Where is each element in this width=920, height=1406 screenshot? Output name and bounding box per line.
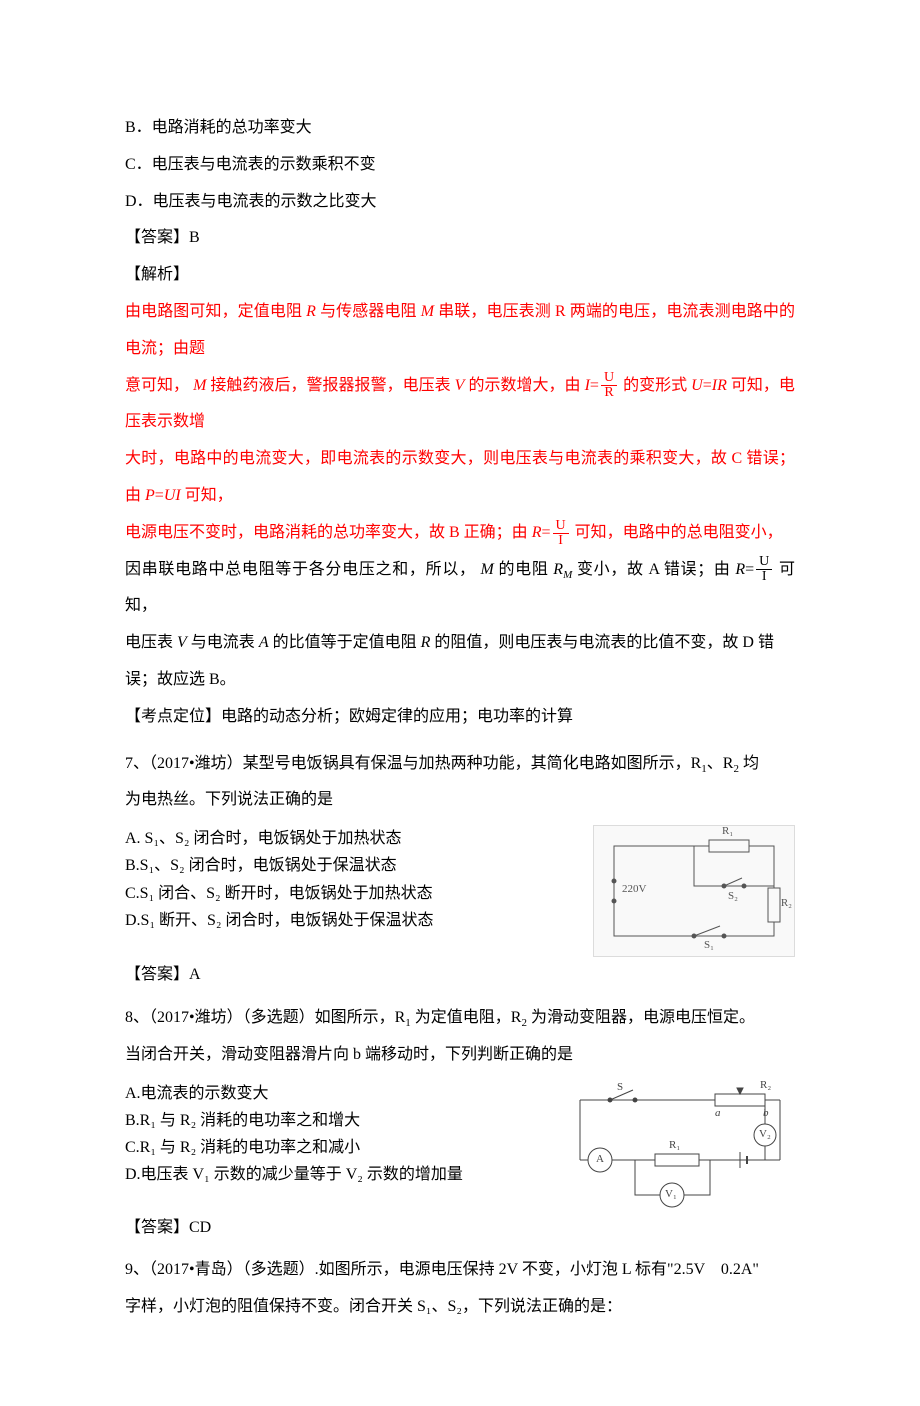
r: R xyxy=(553,561,563,578)
q8-stem: 为滑动变阻器，电源电压恒定。 xyxy=(527,1009,755,1026)
q8-options: A.电流表的示数变大 B.R₁ 与 R₂ 消耗的电功率之和增大 C.R₁ 与 R… xyxy=(125,1080,547,1189)
exp-text: 电源电压不变时，电路消耗的总功率变大，故 B 正确；由 xyxy=(125,524,532,541)
exp-r: R xyxy=(735,561,745,578)
q7-stem: 某型号电饭锅具有保温与加热两种功能，其简化电路如图所示，R xyxy=(243,755,702,772)
q6-focus: 【考点定位】电路的动态分析；欧姆定律的应用；电功率的计算 xyxy=(125,699,795,736)
exp-m: M xyxy=(421,303,434,320)
q8-fig-r2: R₂ xyxy=(760,1080,771,1091)
exp-m: M xyxy=(480,561,493,578)
exp-text: 接触药液后，警报器报警，电压表 xyxy=(210,377,454,394)
exp-m: M xyxy=(193,377,206,394)
exp-text: 因串联电路中总电阻等于各分电压之和，所以， xyxy=(125,561,476,578)
q8-fig-ammeter: A xyxy=(596,1154,604,1165)
q6-answer: 【答案】B xyxy=(125,220,795,257)
q9-stem-line2: 字样，小灯泡的阻值保持不变。闭合开关 S₁、S₂，下列说法正确的是： xyxy=(125,1289,795,1326)
exp-v: V xyxy=(177,634,187,651)
q7-fig-s1: S₁ xyxy=(704,940,714,951)
q6-option-b: B．电路消耗的总功率变大 xyxy=(125,110,795,147)
q8-stem-line1: 8、（2017•潍坊）（多选题）如图所示，R1 为定值电阻，R2 为滑动变阻器，… xyxy=(125,1000,795,1037)
q7-tag: 7、（2017•潍坊） xyxy=(125,755,243,772)
exp-text: 的阻值，则电压表与电流表的比值不变，故 D 错 xyxy=(434,634,774,651)
q6-exp-line6: 电压表 V 与电流表 A 的比值等于定值电阻 R 的阻值，则电压表与电流表的比值… xyxy=(125,625,795,662)
q7-stem: 均 xyxy=(739,755,759,772)
frac-den: I xyxy=(553,534,569,548)
q7-option-b: B.S₁、S₂ 闭合时，电饭锅处于保温状态 xyxy=(125,852,575,879)
q6-exp-line1: 由电路图可知，定值电阻 R 与传感器电阻 M 串联，电压表测 R 两端的电压，电… xyxy=(125,294,795,368)
exp-text: 的比值等于定值电阻 xyxy=(273,634,421,651)
q8-tag: 8、（2017•潍坊）（多选题） xyxy=(125,1009,315,1026)
exp-ir: IR xyxy=(712,377,727,394)
q7-stem-line1: 7、（2017•潍坊）某型号电饭锅具有保温与加热两种功能，其简化电路如图所示，R… xyxy=(125,746,795,783)
q9-stem-line1: 9、（2017•青岛）（多选题）.如图所示，电源电压保持 2V 不变，小灯泡 L… xyxy=(125,1252,795,1289)
q8-option-a: A.电流表的示数变大 xyxy=(125,1080,547,1107)
frac-num: U xyxy=(756,555,772,570)
frac-num: U xyxy=(601,371,617,386)
q8-fig-a-lbl: a xyxy=(715,1108,721,1119)
q7-stem-line2: 为电热丝。下列说法正确的是 xyxy=(125,782,795,819)
q7-stem: 、R xyxy=(707,755,734,772)
q8-stem-line2: 当闭合开关，滑动变阻器滑片向 b 端移动时，下列判断正确的是 xyxy=(125,1037,795,1074)
q8-option-c: C.R₁ 与 R₂ 消耗的电功率之和减小 xyxy=(125,1134,547,1161)
fraction: UI xyxy=(756,555,772,584)
exp-text: 与传感器电阻 xyxy=(320,303,421,320)
q8-stem: 如图所示，R xyxy=(315,1009,406,1026)
exp-r: R xyxy=(306,303,316,320)
exp-ui: UI xyxy=(164,487,181,504)
exp-v: V xyxy=(455,377,465,394)
q7-options: A. S₁、S₂ 闭合时，电饭锅处于加热状态 B.S₁、S₂ 闭合时，电饭锅处于… xyxy=(125,825,575,934)
frac-num: U xyxy=(553,519,569,534)
q7-figure: R₁ S₂ R₂ 220V S₁ xyxy=(593,825,795,957)
q8-option-b: B.R₁ 与 R₂ 消耗的电功率之和增大 xyxy=(125,1107,547,1134)
q7-fig-r1: R₁ xyxy=(722,826,733,837)
fraction: UI xyxy=(553,519,569,548)
exp-text: 的变形式 xyxy=(623,377,691,394)
q8-stem: 为定值电阻，R xyxy=(411,1009,522,1026)
exp-text: 的示数增大，由 xyxy=(468,377,584,394)
q8-fig-s: S xyxy=(617,1082,623,1093)
exp-text: 可知，电路中的总电阻变小， xyxy=(575,524,783,541)
exp-text: 意可知， xyxy=(125,377,189,394)
q7-fig-s2: S₂ xyxy=(728,891,738,902)
q8-fig-r1: R₁ xyxy=(669,1140,680,1151)
q6-exp-line7: 误；故应选 B。 xyxy=(125,662,795,699)
m-sub: M xyxy=(563,569,572,581)
q8-fig-v2: V₂ xyxy=(759,1129,771,1140)
q8-figure: S R₂ a b A R₁ V₂ V₁ xyxy=(565,1080,795,1210)
exp-a: A xyxy=(259,634,269,651)
exp-p: P xyxy=(145,487,155,504)
exp-rm: RM xyxy=(553,561,572,578)
exp-text: 变小，故 A 错误；由 xyxy=(577,561,735,578)
q7-fig-r2: R₂ xyxy=(781,898,792,909)
exp-r: R xyxy=(532,524,542,541)
exp-text: 的电阻 xyxy=(498,561,553,578)
q6-option-c: C．电压表与电流表的示数乘积不变 xyxy=(125,147,795,184)
q7-option-c: C.S₁ 闭合、S₂ 断开时，电饭锅处于加热状态 xyxy=(125,880,575,907)
q6-exp-line2: 意可知， M 接触药液后，警报器报警，电压表 V 的示数增大，由 I=UR 的变… xyxy=(125,368,795,442)
q7-option-a: A. S₁、S₂ 闭合时，电饭锅处于加热状态 xyxy=(125,825,575,852)
q7-answer: 【答案】A xyxy=(125,957,795,994)
exp-text: 与电流表 xyxy=(191,634,259,651)
q6-option-d: D．电压表与电流表的示数之比变大 xyxy=(125,184,795,221)
fraction: UR xyxy=(601,371,617,400)
exp-text: 由电路图可知，定值电阻 xyxy=(125,303,306,320)
q8-fig-v1: V₁ xyxy=(665,1189,677,1200)
frac-den: R xyxy=(601,386,617,400)
q6-explain-label: 【解析】 xyxy=(125,257,795,294)
q8-answer: 【答案】CD xyxy=(125,1210,795,1247)
exp-r: R xyxy=(421,634,431,651)
q6-exp-line5: 因串联电路中总电阻等于各分电压之和，所以， M 的电阻 RM 变小，故 A 错误… xyxy=(125,552,795,626)
q6-exp-line4: 电源电压不变时，电路消耗的总功率变大，故 B 正确；由 R=UI 可知，电路中的… xyxy=(125,515,795,552)
q8-fig-b-lbl: b xyxy=(763,1108,769,1119)
q7-fig-220v: 220V xyxy=(622,884,646,895)
q7-option-d: D.S₁ 断开、S₂ 闭合时，电饭锅处于保温状态 xyxy=(125,907,575,934)
exp-text: 电压表 xyxy=(125,634,177,651)
q6-exp-line3: 大时，电路中的电流变大，即电流表的示数变大，则电压表与电流表的乘积变大，故 C … xyxy=(125,441,795,515)
exp-text: 可知， xyxy=(185,487,233,504)
q8-option-d: D.电压表 V₁ 示数的减少量等于 V₂ 示数的增加量 xyxy=(125,1161,547,1188)
exp-u: U xyxy=(691,377,703,394)
frac-den: I xyxy=(756,570,772,584)
exp-i: I xyxy=(585,377,590,394)
